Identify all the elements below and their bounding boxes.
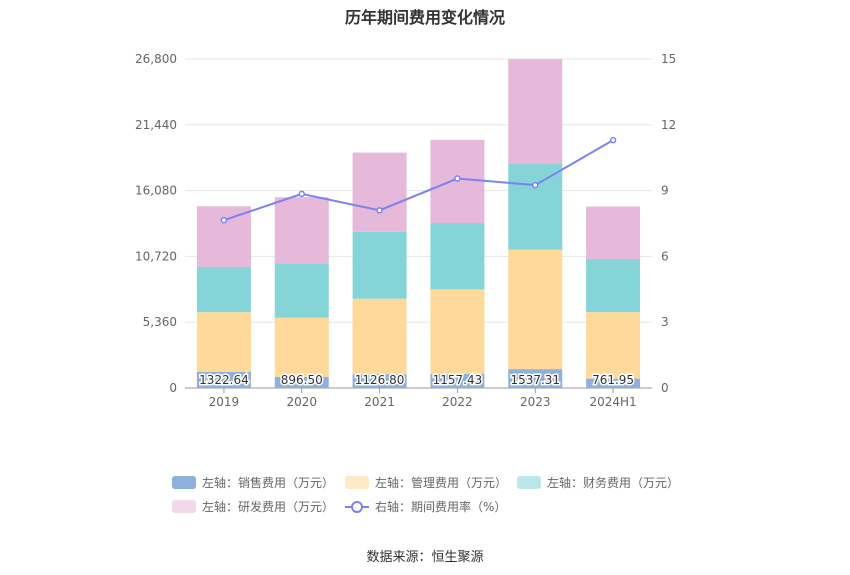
- bar-segment-admin: [430, 289, 485, 374]
- legend-swatch-rd: [172, 500, 196, 513]
- rate-point: [454, 175, 461, 182]
- right-axis-tick-label: 9: [661, 184, 669, 198]
- bar-segment-rd: [274, 197, 329, 264]
- data-label-sales: 1537.31: [510, 373, 560, 387]
- bar-segment-sales: [508, 369, 563, 388]
- bar-segment-admin: [274, 317, 329, 377]
- bar-segment-finance: [430, 223, 485, 290]
- right-axis-tick-label: 6: [661, 249, 669, 263]
- right-axis-tick-label: 3: [661, 315, 669, 329]
- bar-segment-sales: [352, 374, 407, 388]
- data-label-sales: 1126.80: [355, 373, 405, 387]
- left-axis-tick-label: 0: [169, 381, 177, 395]
- data-label-sales: 761.95: [592, 373, 634, 387]
- legend-swatch-rate: [345, 500, 369, 514]
- data-label-sales: 896.50: [281, 373, 323, 387]
- x-axis-tick-label: 2019: [209, 395, 240, 409]
- legend-label-finance: 左轴：财务费用（万元）: [547, 476, 680, 490]
- legend-label-rd: 左轴：研发费用（万元）: [202, 500, 335, 514]
- x-axis-tick-label: 2023: [520, 395, 551, 409]
- bar-segment-sales: [196, 371, 251, 388]
- bar-segment-rd: [352, 152, 407, 232]
- left-axis-tick-label: 21,440: [135, 118, 177, 132]
- bar-segment-admin: [352, 298, 407, 375]
- x-axis-tick-label: 2020: [286, 395, 317, 409]
- legend-item-sales[interactable]: 左轴：销售费用（万元）: [172, 474, 334, 491]
- legend-item-rate[interactable]: 右轴：期间费用率（%）: [345, 498, 506, 515]
- bar-segment-finance: [274, 263, 329, 318]
- rate-point: [609, 136, 617, 144]
- rate-point: [220, 216, 228, 224]
- data-label-sales: 1322.64: [199, 373, 249, 387]
- bar-segment-rd: [586, 206, 641, 260]
- left-axis-tick-label: 5,360: [143, 315, 177, 329]
- legend-label-sales: 左轴：销售费用（万元）: [202, 476, 335, 490]
- x-axis-tick-label: 2022: [442, 395, 473, 409]
- bar-segment-finance: [586, 259, 641, 313]
- rate-point: [376, 207, 383, 214]
- legend-item-admin[interactable]: 左轴：管理费用（万元）: [345, 474, 507, 491]
- right-axis-tick-label: 12: [661, 118, 676, 132]
- legend-swatch-finance: [517, 476, 541, 489]
- bar-segment-finance: [352, 231, 407, 299]
- legend-item-finance[interactable]: 左轴：财务费用（万元）: [517, 474, 679, 491]
- right-axis-tick-label: 15: [661, 52, 676, 66]
- data-source: 数据来源：恒生聚源: [366, 550, 484, 565]
- legend-swatch-admin: [345, 476, 369, 489]
- bar-segment-rd: [196, 206, 251, 267]
- chart-title: 历年期间费用变化情况: [344, 8, 505, 27]
- right-axis-tick-label: 0: [661, 381, 669, 395]
- left-axis-tick-label: 16,080: [135, 184, 177, 198]
- bar-segment-admin: [196, 312, 251, 372]
- bar-segment-sales: [430, 373, 485, 388]
- rate-line: [223, 139, 614, 222]
- rate-point: [298, 190, 305, 198]
- legend-item-rd[interactable]: 左轴：研发费用（万元）: [172, 498, 334, 515]
- bar-segment-sales: [586, 378, 641, 388]
- rate-point: [532, 181, 539, 189]
- bar-segment-sales: [274, 376, 329, 388]
- data-label-sales: 1157.43: [433, 373, 483, 387]
- left-axis-tick-label: 10,720: [135, 249, 177, 263]
- bar-segment-finance: [196, 266, 251, 313]
- bar-segment-rd: [508, 59, 563, 164]
- bar-segment-admin: [508, 249, 563, 370]
- x-axis-tick-label: 2021: [364, 395, 395, 409]
- bar-segment-finance: [508, 163, 563, 250]
- legend-label-rate: 右轴：期间费用率（%）: [375, 500, 507, 514]
- x-axis-tick-label: 2024H1: [589, 395, 636, 409]
- left-axis-tick-label: 26,800: [135, 52, 177, 66]
- legend-swatch-sales: [172, 476, 196, 489]
- bar-segment-admin: [586, 312, 641, 379]
- legend-label-admin: 左轴：管理费用（万元）: [375, 476, 508, 490]
